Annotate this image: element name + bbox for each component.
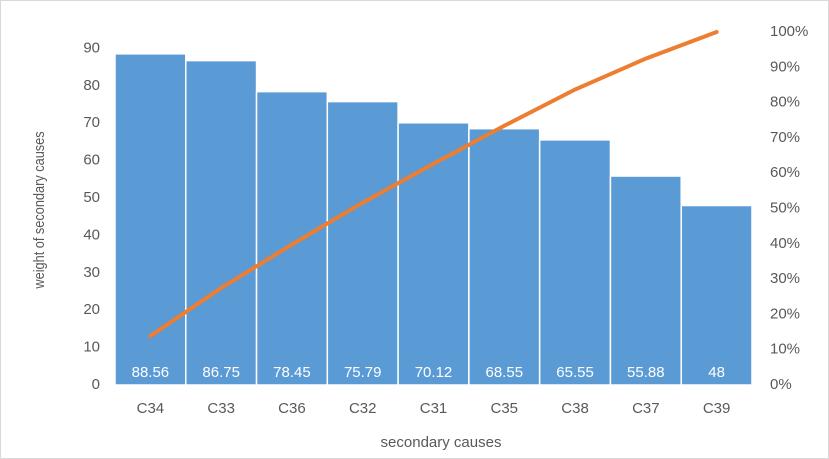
y2-tick-label: 80%	[770, 94, 800, 111]
y-tick-label: 90	[83, 39, 100, 56]
data-label: 68.55	[486, 364, 524, 381]
y2-tick-label: 50%	[770, 199, 800, 216]
y2-tick-label: 90%	[770, 58, 800, 75]
x-axis-label: secondary causes	[381, 434, 502, 451]
y-tick-label: 50	[83, 189, 100, 206]
bar	[680, 204, 753, 386]
x-tick-label: C39	[703, 400, 731, 417]
x-tick-label: C37	[632, 400, 660, 417]
data-label: 86.75	[202, 364, 240, 381]
bar	[609, 175, 682, 386]
y2-tick-label: 20%	[770, 305, 800, 322]
y-tick-label: 30	[83, 264, 100, 281]
data-label: 65.55	[556, 364, 594, 381]
bar	[397, 122, 470, 386]
y2-tick-label: 100%	[770, 23, 808, 40]
data-label: 55.88	[627, 364, 665, 381]
data-label: 75.79	[344, 364, 382, 381]
bar	[255, 90, 329, 386]
y2-tick-label: 40%	[770, 235, 800, 252]
y2-tick-label: 70%	[770, 129, 800, 146]
data-label: 70.12	[415, 364, 453, 381]
bar	[468, 127, 541, 386]
x-tick-label: C34	[137, 400, 165, 417]
data-label: 48	[708, 364, 725, 381]
y2-tick-label: 10%	[770, 341, 800, 358]
y-tick-label: 60	[83, 152, 100, 169]
x-tick-label: C36	[278, 400, 306, 417]
bar	[185, 59, 258, 386]
y2-tick-label: 60%	[770, 164, 800, 181]
bar	[326, 100, 399, 386]
y-axis-label: weight of secondary causes	[30, 131, 47, 289]
y-tick-label: 80	[83, 77, 100, 94]
x-tick-label: C33	[207, 400, 235, 417]
y2-tick-label: 30%	[770, 270, 800, 287]
y-tick-label: 0	[92, 376, 100, 393]
x-tick-label: C35	[491, 400, 519, 417]
y-tick-label: 10	[83, 339, 100, 356]
data-label: 88.56	[132, 364, 170, 381]
y-tick-label: 40	[83, 226, 100, 243]
data-label: 78.45	[273, 364, 311, 381]
cumulative-line	[148, 30, 719, 338]
bar	[538, 139, 612, 386]
y2-tick-label: 0%	[770, 376, 792, 393]
y-tick-label: 70	[83, 114, 100, 131]
bar	[114, 53, 187, 386]
y-tick-label: 20	[83, 301, 100, 318]
x-tick-label: C31	[420, 400, 448, 417]
x-tick-label: C38	[561, 400, 589, 417]
x-tick-label: C32	[349, 400, 377, 417]
